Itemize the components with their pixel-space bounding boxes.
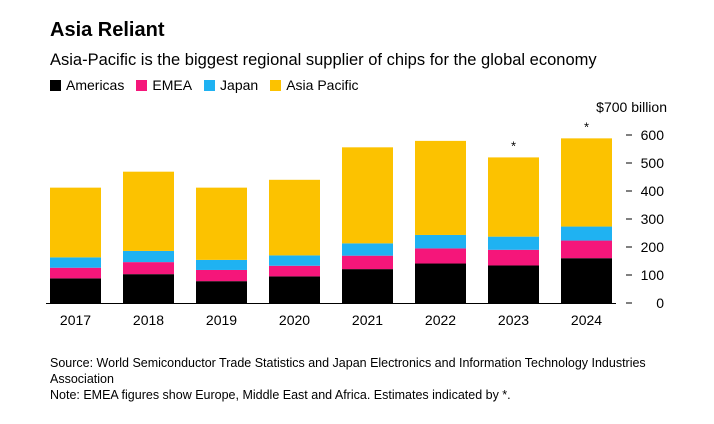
legend-label-japan: Japan [220,77,259,93]
x-tick-label-2022: 2022 [425,312,456,328]
legend-swatch-americas [50,79,61,91]
bar-emea-2019 [196,269,247,282]
bar-emea-2020 [269,265,320,277]
bar-japan-2020 [269,255,320,266]
bar-americas-2019 [196,281,247,303]
bar-americas-2021 [342,269,393,303]
bar-emea-2018 [123,262,174,275]
bar-americas-2020 [269,276,320,303]
estimate-marker-2024: * [584,119,589,134]
y-tick-label-400: 400 [641,183,665,199]
legend-item-americas: Americas [50,76,124,94]
bar-asia-pacific-2021 [342,147,393,244]
y-tick-label-300: 300 [641,211,665,227]
bar-japan-2017 [50,257,101,268]
bar-japan-2023 [488,236,539,250]
y-tick-label-600: 600 [641,127,665,143]
bar-asia-pacific-2024 [561,138,612,227]
legend-swatch-asia-pacific [270,79,282,91]
legend: Americas EMEA Japan Asia Pacific [50,76,371,94]
bar-asia-pacific-2023 [488,157,539,237]
legend-label-asia-pacific: Asia Pacific [286,77,359,93]
bar-asia-pacific-2017 [50,187,101,258]
bar-emea-2023 [488,249,539,266]
bar-japan-2022 [415,234,466,249]
bar-emea-2017 [50,267,101,279]
bar-japan-2021 [342,243,393,256]
legend-swatch-emea [136,79,148,91]
x-tick-label-2021: 2021 [352,312,383,328]
chart-title: Asia Reliant [50,19,165,41]
y-tick-label-100: 100 [641,267,665,283]
x-tick-label-2019: 2019 [206,312,237,328]
bar-japan-2024 [561,226,612,241]
legend-item-emea: EMEA [136,76,192,94]
x-tick-label-2017: 2017 [60,312,91,328]
bar-asia-pacific-2022 [415,140,466,235]
footnote: Note: EMEA figures show Europe, Middle E… [50,388,511,402]
legend-label-emea: EMEA [152,77,193,93]
bar-japan-2019 [196,259,247,270]
chart-subtitle: Asia-Pacific is the biggest regional sup… [50,51,597,69]
y-tick-label-200: 200 [641,239,665,255]
x-tick-label-2023: 2023 [498,312,529,328]
bar-emea-2022 [415,248,466,264]
x-tick-label-2018: 2018 [133,312,164,328]
x-tick-label-2020: 2020 [279,312,310,328]
chart-notes: Source: World Semiconductor Trade Statis… [50,355,690,403]
bar-japan-2018 [123,250,174,263]
bar-emea-2024 [561,240,612,259]
bar-americas-2022 [415,263,466,303]
y-tick-label-0: 0 [656,295,664,311]
bar-americas-2024 [561,258,612,303]
y-tick-label-500: 500 [641,155,665,171]
bar-americas-2017 [50,278,101,303]
x-tick-label-2024: 2024 [571,312,602,328]
source-note: Source: World Semiconductor Trade Statis… [50,356,646,386]
estimate-marker-2023: * [511,138,516,153]
bar-asia-pacific-2019 [196,187,247,260]
legend-label-americas: Americas [66,77,125,93]
bar-emea-2021 [342,255,393,270]
legend-item-asia-pacific: Asia Pacific [270,76,359,94]
bar-asia-pacific-2020 [269,179,320,256]
legend-swatch-japan [204,79,216,91]
bar-asia-pacific-2018 [123,171,174,251]
bar-americas-2023 [488,265,539,303]
y-axis-unit-label: $700 billion [596,99,667,115]
legend-item-japan: Japan [204,76,258,94]
bar-americas-2018 [123,274,174,303]
